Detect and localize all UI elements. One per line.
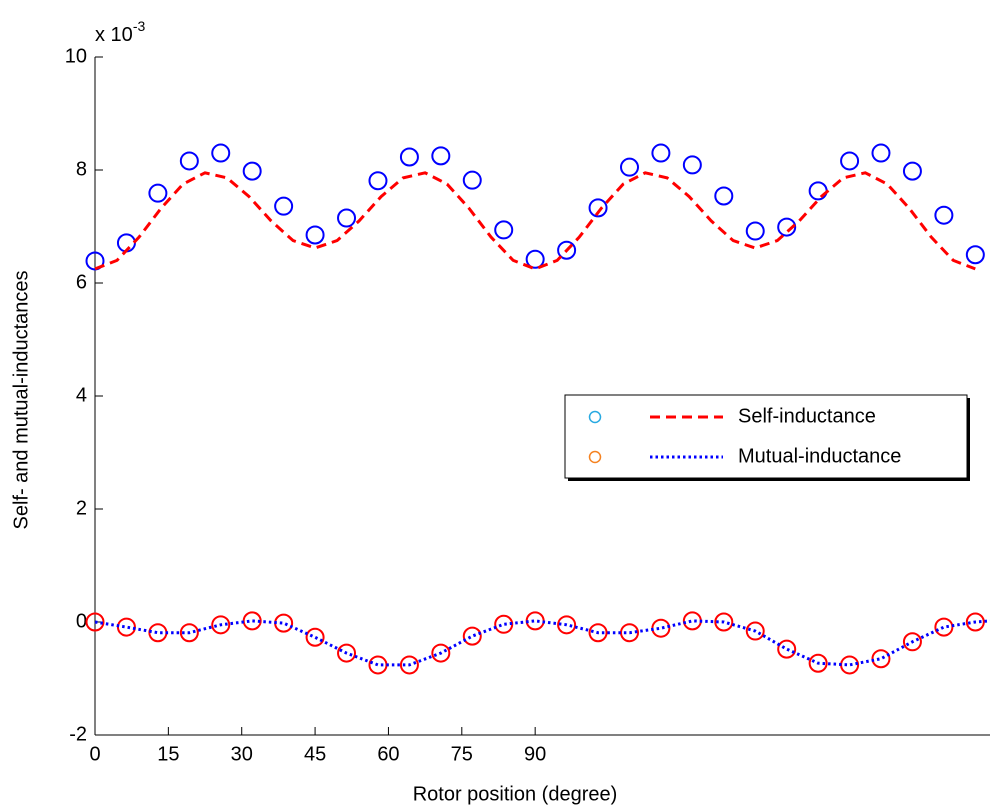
data-point — [525, 611, 545, 631]
data-point — [871, 649, 891, 669]
y-tick-label: 0 — [76, 610, 87, 632]
data-point — [431, 146, 451, 166]
data-point — [777, 217, 797, 237]
data-point — [902, 161, 922, 181]
data-point — [965, 612, 985, 632]
data-point — [462, 626, 482, 646]
data-point — [934, 617, 954, 637]
data-point — [588, 623, 608, 643]
data-point — [682, 611, 702, 631]
data-point — [934, 205, 954, 225]
data-point — [745, 621, 765, 641]
data-point — [651, 143, 671, 163]
x-tick-label: 60 — [377, 743, 399, 765]
x-tick-label: 45 — [304, 743, 326, 765]
x-tick-label: 90 — [524, 743, 546, 765]
data-point — [840, 655, 860, 675]
x-tick-label: 75 — [451, 743, 473, 765]
data-point — [148, 183, 168, 203]
x-axis-label: Rotor position (degree) — [413, 783, 618, 805]
data-point — [808, 653, 828, 673]
y-tick-label: 6 — [76, 271, 87, 293]
data-point — [211, 615, 231, 635]
data-point — [871, 143, 891, 163]
data-point — [777, 639, 797, 659]
data-point — [714, 186, 734, 206]
data-point — [431, 643, 451, 663]
data-point — [116, 617, 136, 637]
data-point — [494, 614, 514, 634]
data-point — [85, 251, 105, 271]
multiplier-base: x 10 — [95, 24, 133, 46]
legend-marker — [588, 410, 602, 424]
y-multiplier: x 10-3 — [95, 18, 145, 47]
multiplier-exponent: -3 — [133, 18, 146, 34]
data-point — [840, 151, 860, 171]
line-series — [94, 171, 976, 271]
y-tick-label: 2 — [76, 497, 87, 519]
x-tick-label: 15 — [157, 743, 179, 765]
legend-label: Self-inductance — [738, 405, 876, 427]
y-tick-label: 10 — [65, 45, 87, 67]
data-point — [148, 623, 168, 643]
data-point — [808, 181, 828, 201]
y-tick-label: 8 — [76, 158, 87, 180]
data-point — [588, 198, 608, 218]
data-point — [274, 613, 294, 633]
legend-box — [564, 394, 968, 479]
legend-label: Mutual-inductance — [738, 445, 901, 467]
data-point — [462, 170, 482, 190]
data-point — [337, 208, 357, 228]
data-point — [337, 643, 357, 663]
data-point — [368, 171, 388, 191]
data-point — [305, 627, 325, 647]
data-point — [557, 615, 577, 635]
legend-marker — [588, 450, 602, 464]
data-point — [399, 147, 419, 167]
data-point — [682, 155, 702, 175]
data-point — [557, 240, 577, 260]
y-axis-label: Self- and mutual-inductances — [10, 270, 32, 529]
data-point — [620, 623, 640, 643]
x-tick-label: 30 — [231, 743, 253, 765]
y-tick-label: 4 — [76, 384, 87, 406]
line-series — [94, 619, 990, 667]
x-tick-label: 0 — [89, 743, 100, 765]
data-point — [179, 151, 199, 171]
data-point — [714, 612, 734, 632]
data-point — [85, 612, 105, 632]
data-point — [965, 245, 985, 265]
data-point — [651, 618, 671, 638]
data-point — [494, 220, 514, 240]
data-point — [179, 623, 199, 643]
data-point — [525, 249, 545, 269]
data-point — [211, 143, 231, 163]
data-point — [242, 161, 262, 181]
data-point — [902, 632, 922, 652]
data-point — [368, 655, 388, 675]
y-tick-label: -2 — [69, 723, 87, 745]
data-point — [274, 196, 294, 216]
data-point — [305, 225, 325, 245]
data-point — [399, 655, 419, 675]
data-point — [620, 157, 640, 177]
data-point — [745, 221, 765, 241]
